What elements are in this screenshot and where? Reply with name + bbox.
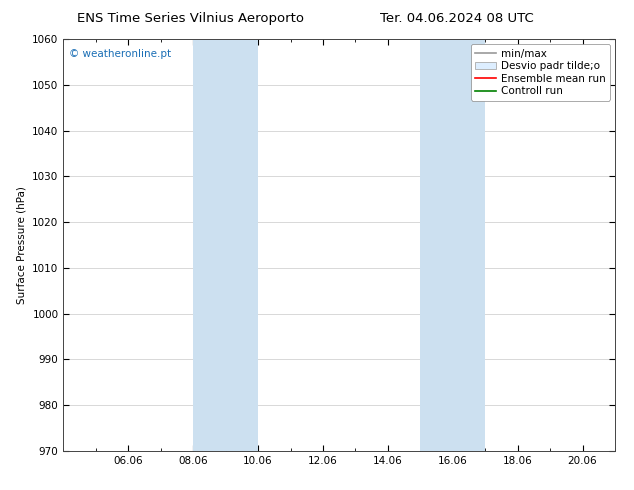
Legend: min/max, Desvio padr tilde;o, Ensemble mean run, Controll run: min/max, Desvio padr tilde;o, Ensemble m… bbox=[470, 45, 610, 100]
Bar bbox=[193, 39, 258, 451]
Bar bbox=[420, 39, 485, 451]
Text: © weatheronline.pt: © weatheronline.pt bbox=[69, 49, 171, 59]
Text: ENS Time Series Vilnius Aeroporto: ENS Time Series Vilnius Aeroporto bbox=[77, 12, 304, 25]
Y-axis label: Surface Pressure (hPa): Surface Pressure (hPa) bbox=[16, 186, 27, 304]
Text: Ter. 04.06.2024 08 UTC: Ter. 04.06.2024 08 UTC bbox=[380, 12, 533, 25]
